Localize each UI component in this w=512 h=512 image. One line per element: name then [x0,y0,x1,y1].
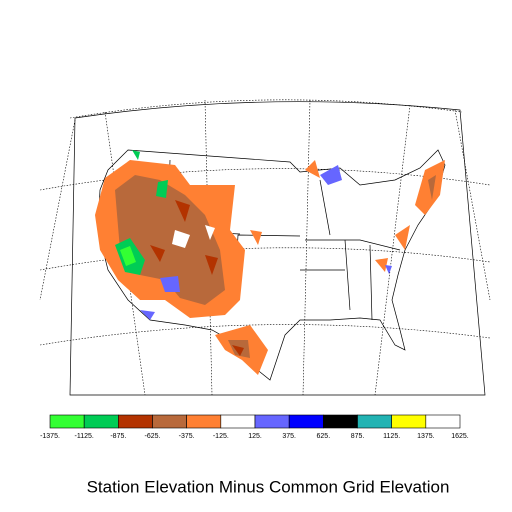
colorbar-label: 1125. [383,433,400,440]
colorbar-label: 375. [282,433,296,440]
colorbar-label: -375. [179,433,195,440]
colorbar-swatch [254,414,290,429]
colorbar-swatch [323,414,358,429]
colorbar-label: 1375. [417,433,435,440]
colorbar: -1375. -1125. -875. -625. -375. -125. 125. 375.… [40,414,469,440]
colorbar-swatch [425,414,461,429]
colorbar-label: 875. [351,433,365,440]
colorbar-swatch [391,414,427,429]
colorbar-swatch [118,414,153,429]
colorbar-label: -125. [213,433,229,440]
colorbar-label: -1375. [40,433,60,440]
colorbar-label: 1625. [451,433,469,440]
colorbar-swatch [152,414,187,429]
colorbar-label: 125. [248,433,262,440]
colorbar-swatch [83,414,119,429]
colorbar-label: -625. [145,433,161,440]
colorbar-swatch [186,414,222,429]
map [39,99,491,396]
map-title: Station Elevation Minus Common Grid Elev… [87,477,450,496]
colorbar-swatch [49,414,85,429]
colorbar-swatch [288,414,324,429]
elevation-field [95,150,445,375]
colorbar-swatch [220,414,256,429]
colorbar-swatch [357,414,392,429]
colorbar-label: -875. [110,433,126,440]
colorbar-label: -1125. [74,433,93,440]
colorbar-label: 625. [317,433,331,440]
